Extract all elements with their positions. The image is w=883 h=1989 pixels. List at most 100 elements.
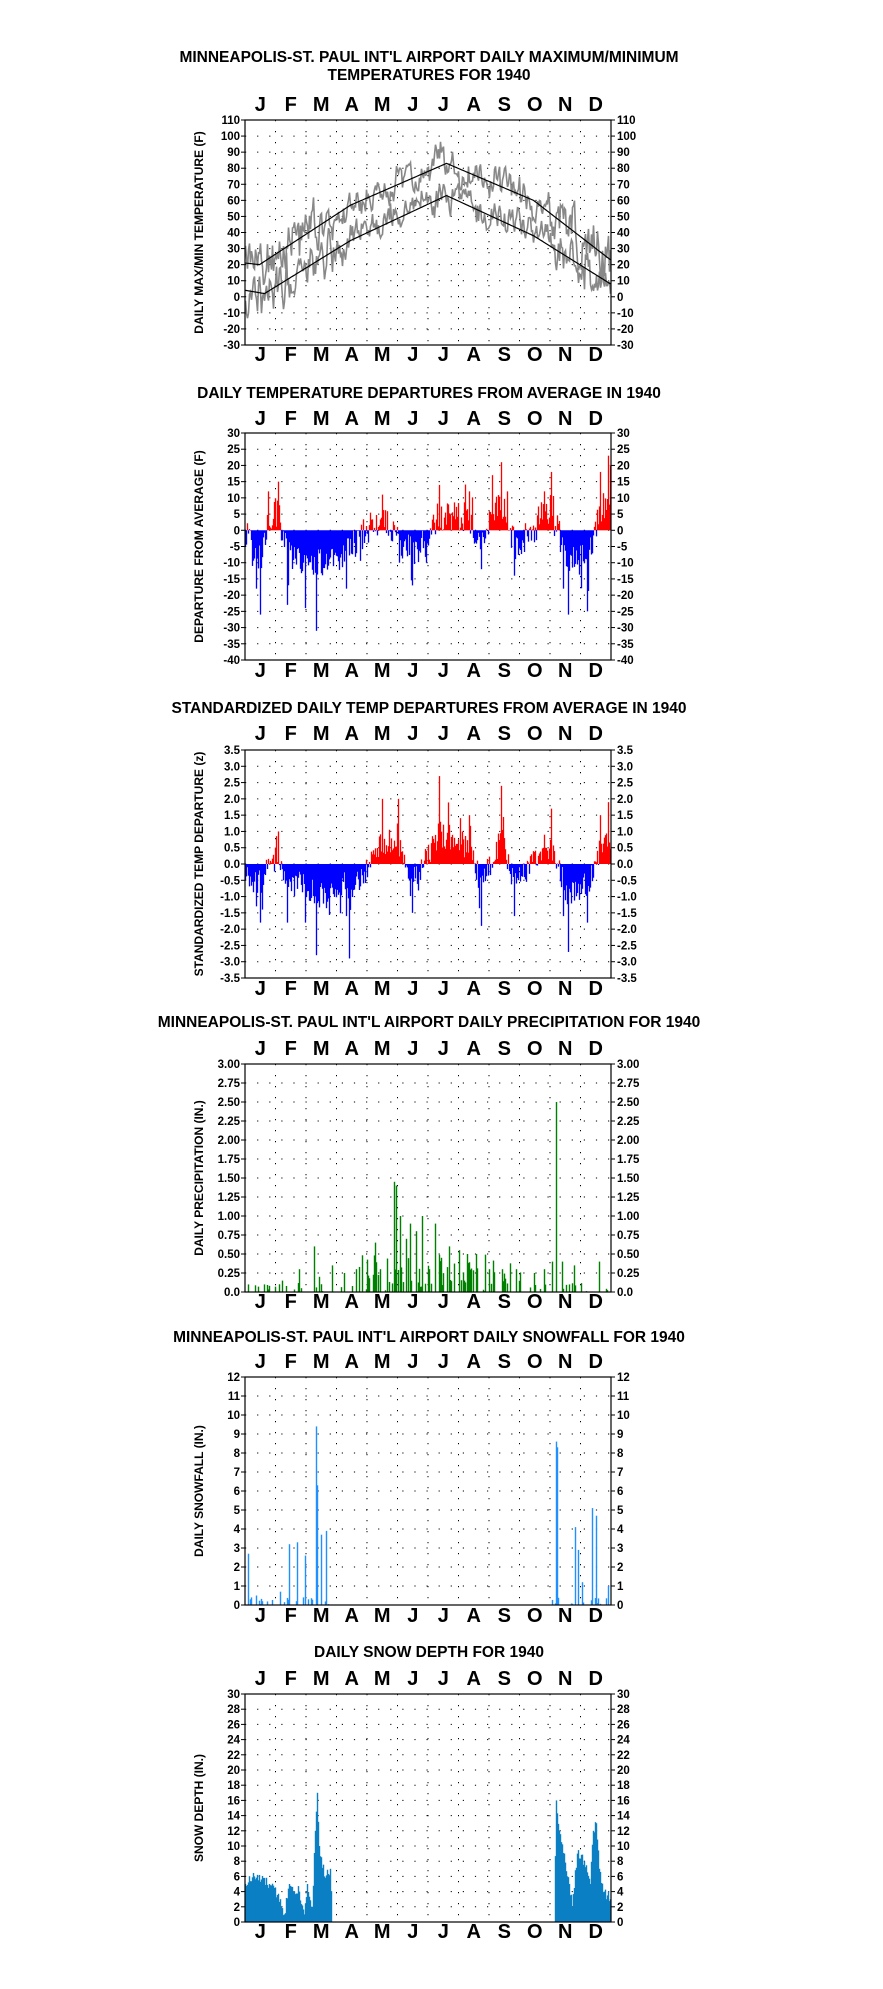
below-average-bar [473, 530, 476, 544]
below-average-bar [571, 530, 574, 568]
below-average-bar [328, 530, 331, 560]
above-average-bar [604, 498, 607, 531]
y-tick-label-left: 8 [234, 1448, 241, 1460]
precip-bar [482, 1289, 485, 1292]
y-tick-label-left: 25 [227, 444, 240, 456]
below-average-bar [564, 864, 567, 901]
above-average-bar [595, 862, 598, 864]
above-average-bar [460, 517, 463, 531]
above-average-bar [352, 530, 355, 531]
month-label-bottom: J [438, 1605, 449, 1627]
precip-bar [274, 1286, 277, 1292]
below-average-bar [253, 864, 256, 882]
precip-bar [551, 1261, 554, 1292]
below-average-bar [508, 864, 511, 871]
precip-bar [373, 1255, 376, 1292]
above-average-bar [497, 833, 500, 864]
below-average-bar [374, 530, 377, 532]
below-average-bar [351, 530, 354, 555]
above-average-bar [512, 526, 515, 531]
below-average-bar [565, 530, 568, 567]
precip-bar [340, 1287, 343, 1292]
y-tick-label-left: 0.5 [224, 843, 241, 855]
above-average-bar [368, 525, 371, 531]
below-average-bar [477, 864, 480, 888]
y-tick-label-right: 3 [617, 1543, 623, 1555]
above-average-bar [386, 511, 389, 531]
snow-depth-bar [272, 1885, 275, 1922]
below-average-bar [247, 530, 250, 534]
snow-depth-bar [581, 1854, 584, 1922]
month-label-bottom: J [407, 1605, 418, 1627]
above-average-bar [456, 516, 459, 531]
precip-bar [605, 1288, 608, 1292]
below-average-bar [407, 864, 410, 879]
snowfall-bar [287, 1599, 290, 1605]
above-average-bar [368, 861, 371, 864]
below-average-bar [245, 864, 248, 877]
below-average-bar [568, 864, 571, 889]
above-average-bar [529, 856, 532, 864]
chart-snowfall: MINNEAPOLIS-ST. PAUL INT'L AIRPORT DAILY… [173, 1329, 685, 1627]
above-average-bar [395, 846, 398, 864]
above-average-bar [509, 528, 512, 531]
below-average-bar [361, 530, 364, 550]
below-average-bar [484, 864, 487, 882]
y-tick-label-left: 2.75 [218, 1078, 241, 1090]
below-average-bar [302, 530, 305, 563]
snow-depth-bar [250, 1881, 253, 1922]
y-tick-label-left: -40 [223, 655, 240, 667]
month-label-bottom: J [407, 1921, 418, 1943]
below-average-bar [530, 530, 533, 541]
below-average-bar [258, 864, 261, 871]
y-tick-label-right: -3.5 [617, 973, 637, 985]
precip-bar [397, 1269, 400, 1292]
above-average-bar [603, 518, 606, 531]
above-average-bar [508, 529, 511, 531]
above-average-bar [265, 859, 268, 864]
snow-depth-bar [568, 1884, 571, 1922]
month-label-top: D [589, 1668, 603, 1690]
y-tick-label-left: 2.00 [218, 1135, 240, 1147]
precip-bar [351, 1286, 354, 1292]
y-tick-label-right: 80 [617, 163, 630, 175]
snow-depth-bar [326, 1869, 329, 1922]
snow-depth-bar [249, 1881, 252, 1922]
below-average-bar [521, 530, 524, 541]
below-average-bar [586, 864, 589, 923]
above-average-bar [270, 862, 273, 864]
y-tick-label-right: -1.5 [617, 908, 637, 920]
below-average-bar [325, 864, 328, 909]
below-average-bar [338, 530, 341, 570]
y-axis-label: DEPARTURE FROM AVERAGE (F) [192, 450, 206, 642]
below-average-bar [510, 864, 513, 885]
snow-depth-bar [587, 1875, 590, 1922]
below-average-bar [309, 530, 312, 563]
below-average-bar [474, 530, 477, 543]
below-average-bar [306, 530, 309, 559]
below-average-bar [287, 530, 290, 586]
below-average-bar [354, 864, 357, 885]
y-tick-label-left: 5 [234, 509, 241, 521]
below-average-bar [398, 530, 401, 563]
month-label-bottom: S [498, 660, 511, 682]
above-average-bar [493, 861, 496, 864]
above-average-bar [556, 515, 559, 531]
y-tick-label-left: 1.5 [224, 810, 241, 822]
above-average-bar [554, 863, 557, 864]
below-average-bar [520, 530, 523, 555]
y-tick-label-right: 5 [617, 1505, 624, 1517]
below-average-bar [512, 864, 515, 877]
below-average-bar [417, 864, 420, 891]
below-average-bar [249, 864, 252, 877]
snow-depth-bar [577, 1850, 580, 1922]
precip-bar [257, 1286, 260, 1292]
month-label-top: A [467, 723, 481, 745]
above-average-bar [540, 502, 543, 531]
month-label-bottom: S [498, 344, 511, 366]
above-average-bar [499, 833, 502, 864]
above-average-bar [542, 504, 545, 531]
above-average-bar [532, 851, 535, 864]
above-average-bar [267, 858, 270, 864]
below-average-bar [284, 530, 287, 533]
